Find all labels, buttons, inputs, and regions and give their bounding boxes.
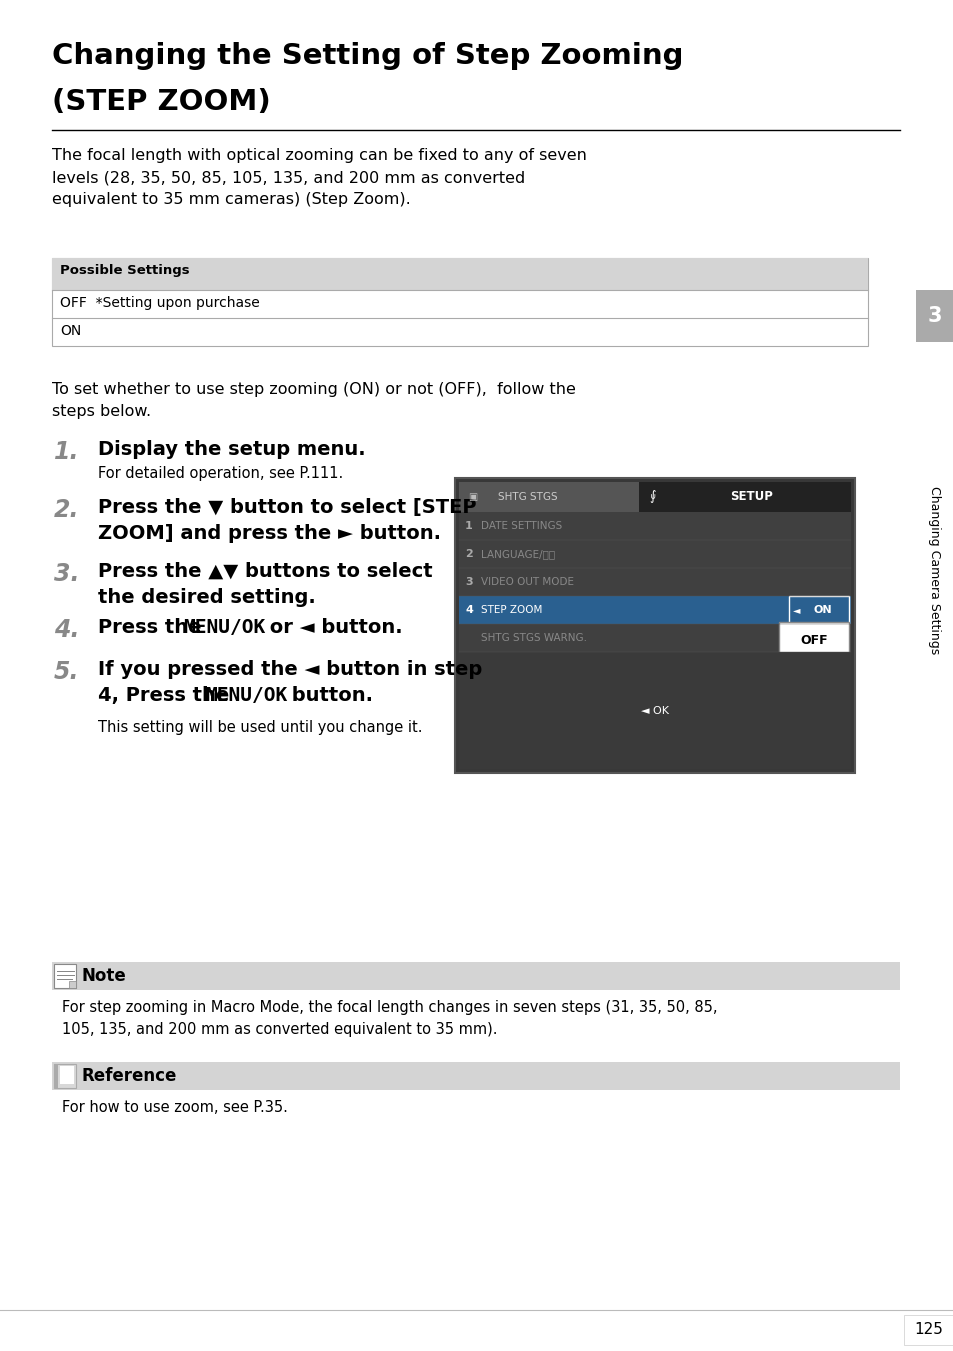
Text: 4.: 4.: [54, 617, 79, 642]
Text: SHTG STGS WARNG.: SHTG STGS WARNG.: [480, 634, 586, 643]
Bar: [458, 596, 850, 624]
Bar: [458, 512, 850, 540]
Bar: [52, 258, 867, 346]
Text: OFF: OFF: [800, 634, 827, 647]
Text: 1: 1: [465, 521, 473, 531]
Text: If you pressed the ◄ button in step: If you pressed the ◄ button in step: [98, 661, 482, 680]
Bar: [458, 482, 639, 512]
Bar: [458, 624, 850, 653]
Bar: [52, 962, 899, 990]
Bar: [903, 1315, 953, 1346]
Text: or ◄ button.: or ◄ button.: [263, 617, 402, 638]
Text: STEP ZOOM: STEP ZOOM: [480, 605, 542, 615]
Text: MENU/OK: MENU/OK: [183, 617, 265, 638]
Text: 3: 3: [926, 305, 942, 326]
Bar: [57, 978, 73, 979]
Text: ◄ OK: ◄ OK: [640, 705, 668, 716]
Text: To set whether to use step zooming (ON) or not (OFF),  follow the
steps below.: To set whether to use step zooming (ON) …: [52, 382, 576, 419]
Text: 2.: 2.: [54, 499, 79, 521]
Text: SETUP: SETUP: [730, 490, 773, 504]
Text: 3.: 3.: [54, 562, 79, 586]
Text: SHTG STGS: SHTG STGS: [497, 492, 558, 503]
Text: Press the ▲▼ buttons to select
the desired setting.: Press the ▲▼ buttons to select the desir…: [98, 562, 432, 607]
Bar: [54, 1065, 58, 1088]
Text: For detailed operation, see P.111.: For detailed operation, see P.111.: [98, 466, 343, 481]
Bar: [458, 540, 850, 567]
Text: DATE SETTINGS: DATE SETTINGS: [480, 521, 561, 531]
Text: OFF  *Setting upon purchase: OFF *Setting upon purchase: [60, 296, 259, 309]
Text: Changing the Setting of Step Zooming: Changing the Setting of Step Zooming: [52, 42, 682, 70]
Bar: [639, 482, 850, 512]
Bar: [60, 1066, 74, 1084]
Text: 4: 4: [464, 605, 473, 615]
Bar: [52, 258, 867, 290]
Bar: [57, 974, 75, 975]
Bar: [788, 596, 848, 624]
Bar: [779, 621, 848, 657]
Text: ON: ON: [813, 605, 831, 615]
Text: The focal length with optical zooming can be fixed to any of seven
levels (28, 3: The focal length with optical zooming ca…: [52, 149, 586, 208]
Text: LANGUAGE/言語: LANGUAGE/言語: [480, 549, 555, 559]
Text: VIDEO OUT MODE: VIDEO OUT MODE: [480, 577, 574, 586]
Text: This setting will be used until you change it.: This setting will be used until you chan…: [98, 720, 422, 735]
Text: For how to use zoom, see P.35.: For how to use zoom, see P.35.: [62, 1100, 288, 1115]
Text: Possible Settings: Possible Settings: [60, 263, 190, 277]
Text: Note: Note: [82, 967, 127, 985]
Text: button.: button.: [285, 686, 373, 705]
Bar: [455, 478, 854, 773]
Text: Changing Camera Settings: Changing Camera Settings: [927, 486, 941, 654]
Text: ON: ON: [60, 324, 81, 338]
Text: 125: 125: [914, 1323, 943, 1337]
Text: ◄: ◄: [792, 605, 800, 615]
Text: Press the ▼ button to select [STEP
ZOOM] and press the ► button.: Press the ▼ button to select [STEP ZOOM]…: [98, 499, 476, 543]
Bar: [458, 482, 850, 512]
Text: 5.: 5.: [54, 661, 79, 684]
Text: Press the: Press the: [98, 617, 208, 638]
Text: 4, Press the: 4, Press the: [98, 686, 235, 705]
Bar: [54, 965, 76, 988]
Text: 3: 3: [465, 577, 473, 586]
Text: MENU/OK: MENU/OK: [205, 686, 287, 705]
Text: 1.: 1.: [54, 440, 79, 463]
Bar: [52, 1062, 899, 1090]
Bar: [458, 653, 850, 769]
Bar: [57, 970, 75, 971]
Bar: [54, 1065, 76, 1088]
Text: ▣: ▣: [468, 492, 477, 503]
Text: For step zooming in Macro Mode, the focal length changes in seven steps (31, 35,: For step zooming in Macro Mode, the foca…: [62, 1000, 717, 1036]
Text: ⨚: ⨚: [649, 490, 656, 504]
Bar: [69, 981, 76, 988]
Bar: [915, 290, 953, 342]
Bar: [458, 567, 850, 596]
Text: 2: 2: [465, 549, 473, 559]
Text: (STEP ZOOM): (STEP ZOOM): [52, 88, 271, 116]
Text: Reference: Reference: [82, 1067, 177, 1085]
Text: Display the setup menu.: Display the setup menu.: [98, 440, 365, 459]
Bar: [458, 482, 850, 769]
